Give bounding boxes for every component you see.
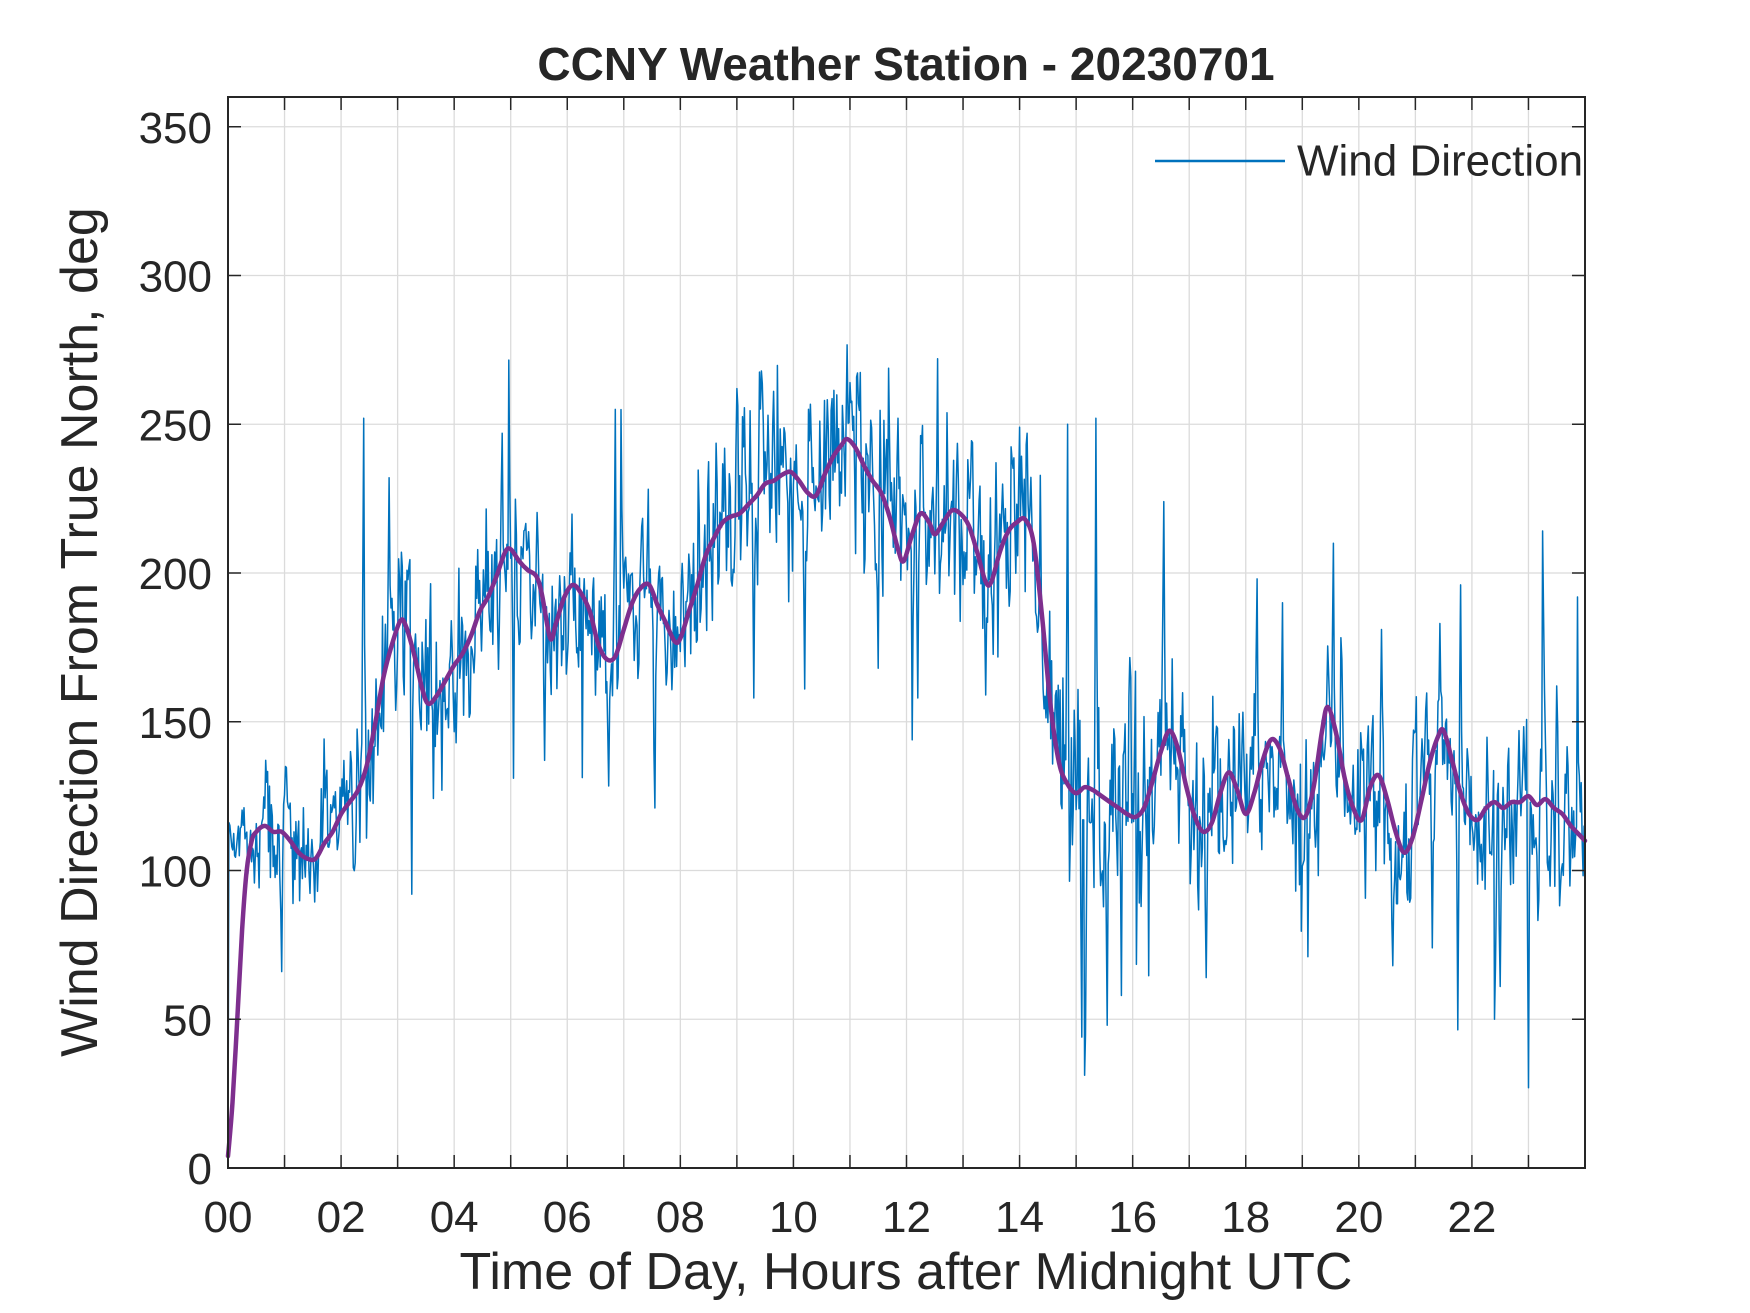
y-tick-label: 0 [188,1145,212,1194]
x-tick-label: 00 [204,1193,253,1242]
x-tick-label: 08 [656,1193,705,1242]
chart-title: CCNY Weather Station - 20230701 [537,38,1274,90]
tick-labels: 00 02 04 06 08 10 12 14 16 18 20 22 0 50 100 150 200 250 3… [139,104,1497,1242]
y-tick-label: 250 [139,401,212,450]
legend: Wind Direction [1155,137,1583,186]
x-tick-label: 16 [1108,1193,1157,1242]
x-tick-label: 22 [1447,1193,1496,1242]
x-tick-label: 18 [1221,1193,1270,1242]
legend-label: Wind Direction [1297,137,1583,186]
x-tick-label: 10 [769,1193,818,1242]
data-series [225,344,1588,1159]
x-tick-label: 12 [882,1193,931,1242]
x-axis-label: Time of Day, Hours after Midnight UTC [460,1243,1353,1301]
x-tick-label: 20 [1334,1193,1383,1242]
y-axis-label: Wind Direction From True North, deg [51,207,109,1057]
y-tick-label: 50 [163,996,212,1045]
y-tick-label: 150 [139,699,212,748]
y-tick-label: 200 [139,550,212,599]
x-tick-label: 04 [430,1193,479,1242]
x-tick-label: 02 [317,1193,366,1242]
y-tick-label: 300 [139,253,212,302]
axes-frame-and-ticks [227,96,1586,1169]
y-tick-label: 100 [139,848,212,897]
x-tick-label: 06 [543,1193,592,1242]
y-tick-label: 350 [139,104,212,153]
x-tick-label: 14 [995,1193,1044,1242]
